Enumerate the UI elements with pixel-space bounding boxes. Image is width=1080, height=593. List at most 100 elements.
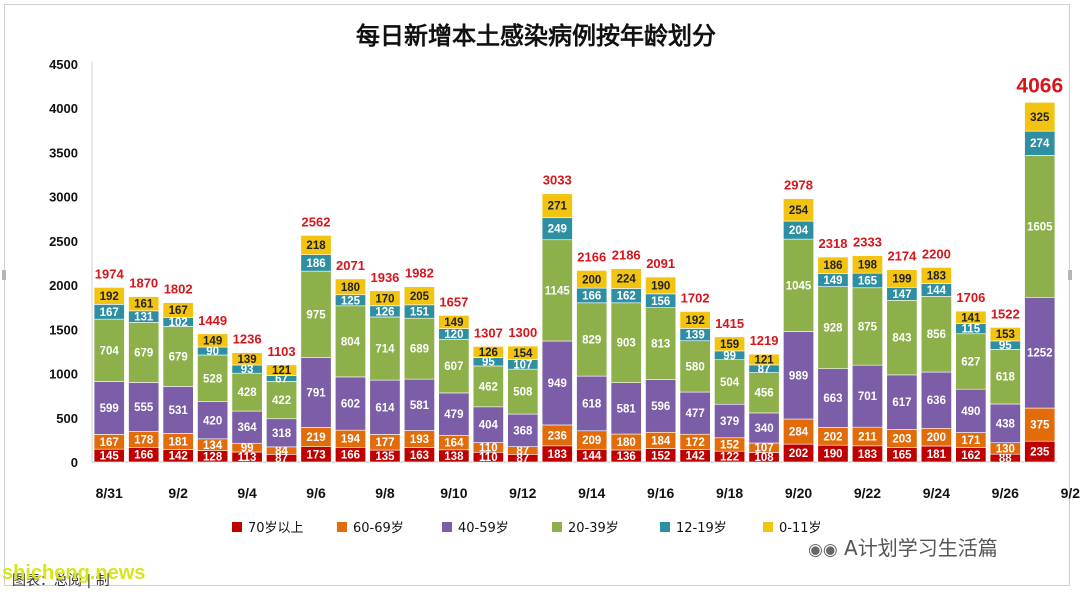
segment-label: 165 xyxy=(858,275,878,287)
segment-label: 95 xyxy=(999,340,1012,352)
segment-label: 180 xyxy=(617,437,636,449)
segment-label: 154 xyxy=(513,348,533,360)
bar-stack: 163 193 581 689 151 205 1982 xyxy=(403,266,435,463)
segment-label: 184 xyxy=(651,435,671,447)
segment-label: 87 xyxy=(516,445,529,457)
legend-label: 60-69岁 xyxy=(353,521,404,536)
resize-handle-left[interactable] xyxy=(2,270,6,280)
bar-segment xyxy=(541,340,573,426)
x-tick-label: 9/28 xyxy=(1061,485,1080,501)
legend: 70岁以上 60-69岁 40-59岁 20-39岁 12-19岁 0-11岁 xyxy=(232,521,822,536)
segment-label: 87 xyxy=(275,453,288,465)
legend-item: 0-11岁 xyxy=(763,521,822,536)
bar-segment xyxy=(886,269,918,288)
total-label: 2174 xyxy=(887,249,917,264)
segment-label: 183 xyxy=(548,449,567,461)
total-label: 3033 xyxy=(543,173,572,188)
total-label: 4066 xyxy=(1016,74,1063,97)
segment-label: 151 xyxy=(410,307,430,319)
segment-label: 379 xyxy=(720,416,739,428)
segment-label: 224 xyxy=(617,274,637,286)
total-label: 1236 xyxy=(233,332,262,347)
bar-segment xyxy=(507,345,539,360)
bar-segment xyxy=(369,379,401,435)
legend-label: 40-59岁 xyxy=(458,521,509,536)
segment-label: 249 xyxy=(548,224,567,236)
bar-segment xyxy=(438,315,470,329)
x-tick-label: 9/26 xyxy=(992,485,1019,501)
segment-label: 177 xyxy=(375,437,394,449)
bar-segment xyxy=(989,403,1021,444)
bars: 145 167 599 704 167 192 1974 166 178 555 679 131161… xyxy=(93,74,1063,465)
bar-segment xyxy=(93,287,125,305)
segment-label: 128 xyxy=(203,451,223,463)
wechat-icon: ◉◉ xyxy=(808,540,838,560)
segment-label: 420 xyxy=(203,415,222,427)
segment-label: 490 xyxy=(961,406,980,418)
resize-handle-right[interactable] xyxy=(1068,270,1072,280)
segment-label: 235 xyxy=(1030,447,1050,459)
segment-label: 438 xyxy=(996,418,1016,430)
total-label: 1103 xyxy=(267,344,295,359)
total-label: 1706 xyxy=(956,290,985,305)
segment-label: 102 xyxy=(169,317,188,329)
bar-segment xyxy=(748,412,780,444)
segment-label: 274 xyxy=(1030,138,1050,150)
segment-label: 166 xyxy=(134,450,153,462)
bar-segment xyxy=(610,382,642,435)
bar-segment xyxy=(507,413,539,447)
segment-label: 121 xyxy=(272,365,292,377)
bar-segment xyxy=(472,406,504,443)
segment-label: 178 xyxy=(134,434,154,446)
segment-label: 200 xyxy=(582,274,601,286)
segment-label: 99 xyxy=(723,350,736,362)
segment-label: 183 xyxy=(858,449,877,461)
segment-label: 843 xyxy=(892,333,911,345)
bar-segment xyxy=(576,270,608,289)
bar-segment xyxy=(162,386,194,434)
bar-segment xyxy=(783,331,814,420)
segment-label: 149 xyxy=(444,317,463,329)
segment-label: 107 xyxy=(513,359,532,371)
segment-label: 602 xyxy=(341,399,360,411)
segment-label: 142 xyxy=(686,451,705,463)
segment-label: 704 xyxy=(100,345,120,357)
segment-label: 145 xyxy=(100,451,120,463)
y-tick-label: 1500 xyxy=(49,322,78,337)
segment-label: 139 xyxy=(686,330,705,342)
total-label: 2091 xyxy=(646,256,675,271)
segment-label: 173 xyxy=(306,449,325,461)
segment-label: 364 xyxy=(237,422,257,434)
segment-label: 93 xyxy=(241,364,254,376)
segment-label: 170 xyxy=(375,293,394,305)
bar-segment xyxy=(507,368,539,415)
total-label: 2978 xyxy=(784,178,813,193)
total-label: 1936 xyxy=(370,270,399,285)
bar-segment xyxy=(300,270,332,358)
bar-segment xyxy=(541,239,573,342)
bar-segment xyxy=(645,379,677,433)
bar-segment xyxy=(714,403,746,439)
segment-label: 183 xyxy=(927,271,946,283)
bar-segment xyxy=(438,392,470,436)
bar-segment xyxy=(679,391,711,435)
segment-label: 205 xyxy=(410,291,430,303)
x-tick-label: 9/12 xyxy=(509,485,536,501)
bar-segment xyxy=(817,256,849,274)
total-label: 1307 xyxy=(474,325,503,340)
segment-label: 122 xyxy=(720,452,739,464)
segment-label: 141 xyxy=(961,312,981,324)
segment-label: 90 xyxy=(206,346,219,358)
bar-segment xyxy=(231,352,263,366)
segment-label: 99 xyxy=(241,443,254,455)
total-label: 1300 xyxy=(508,325,537,340)
bar-segment xyxy=(576,302,608,377)
bar-stack: 165 203 617 843 147 199 2174 xyxy=(886,249,918,463)
total-label: 2071 xyxy=(336,258,365,273)
